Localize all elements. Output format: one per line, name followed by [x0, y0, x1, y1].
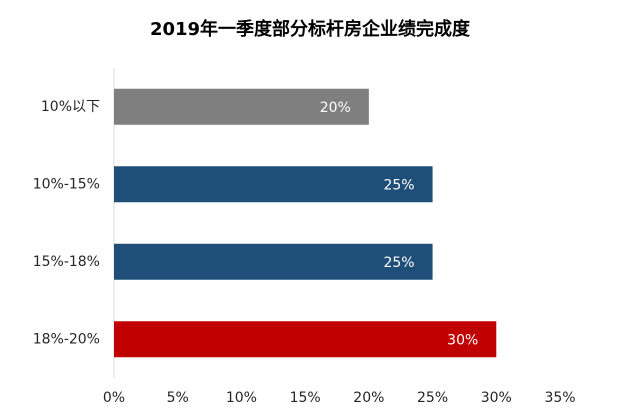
x-tick-label: 20% — [353, 390, 384, 406]
chart-title: 2019年一季度部分标杆房企业绩完成度 — [150, 18, 471, 40]
bar — [114, 166, 433, 203]
x-tick-label: 5% — [167, 390, 189, 406]
y-tick-label: 10%以下 — [41, 99, 100, 115]
bar — [114, 88, 369, 125]
value-label: 20% — [320, 100, 351, 116]
x-tick-label: 30% — [481, 390, 512, 406]
y-tick-label: 10%-15% — [33, 176, 100, 192]
value-label: 25% — [383, 177, 414, 193]
bar — [114, 321, 497, 358]
y-tick-label: 15%-18% — [33, 254, 100, 270]
x-tick-label: 25% — [417, 390, 448, 406]
x-tick-label: 15% — [290, 390, 321, 406]
x-tick-label: 35% — [544, 390, 575, 406]
x-tick-label: 10% — [226, 390, 257, 406]
bar — [114, 243, 433, 280]
y-tick-label: 18%-20% — [33, 331, 100, 347]
value-label: 25% — [383, 255, 414, 271]
x-tick-label: 0% — [103, 390, 125, 406]
value-label: 30% — [447, 332, 478, 348]
